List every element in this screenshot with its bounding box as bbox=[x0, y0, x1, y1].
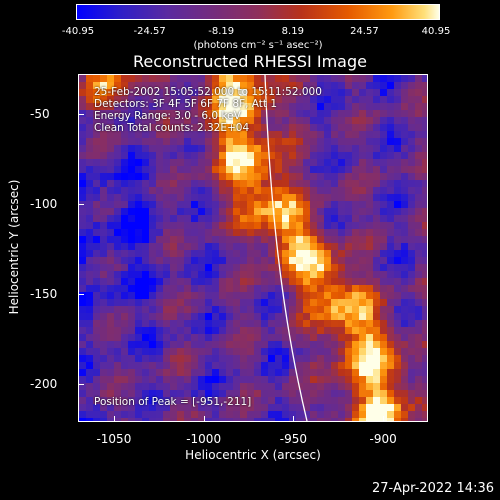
chart-title: Reconstructed RHESSI Image bbox=[133, 52, 367, 71]
x-tick-mark bbox=[293, 416, 295, 422]
x-tick-label: -1050 bbox=[96, 432, 132, 446]
x-tick-mark bbox=[113, 416, 115, 422]
heatmap-cells bbox=[79, 75, 427, 421]
colorbar-tick-label: -40.95 bbox=[61, 26, 95, 37]
heatmap-image bbox=[79, 75, 427, 421]
method-annotation: Clean Total counts: 2.32E+04 bbox=[94, 122, 250, 134]
y-tick-label: -150 bbox=[30, 286, 58, 301]
x-tick-mark bbox=[383, 416, 385, 422]
peak-annotation: Position of Peak = [-951,-211] bbox=[94, 396, 252, 408]
x-tick-label: -900 bbox=[369, 432, 397, 446]
colorbar-tick-label: -8.19 bbox=[208, 26, 235, 37]
x-tick-label: -950 bbox=[279, 432, 307, 446]
energy-annotation: Energy Range: 3.0 - 6.0 keV bbox=[94, 110, 241, 122]
colorbar-tick-label: 8.19 bbox=[281, 26, 304, 37]
timestamp: 27-Apr-2022 14:36 bbox=[372, 481, 494, 496]
colorbar-units: (photons cm⁻² s⁻¹ asec⁻²) bbox=[193, 40, 323, 51]
image-plot bbox=[78, 74, 428, 422]
x-tick-label: -1000 bbox=[186, 432, 222, 446]
colorbar-tick-label: 24.57 bbox=[350, 26, 379, 37]
x-axis-label: Heliocentric X (arcsec) bbox=[185, 448, 321, 462]
y-axis-label: Heliocentric Y (arcsec) bbox=[7, 179, 21, 315]
x-tick-mark bbox=[203, 416, 205, 422]
y-tick-label: -50 bbox=[30, 106, 50, 121]
y-tick-label: -100 bbox=[30, 196, 58, 211]
detectors-annotation: Detectors: 3F 4F 5F 6F 7F 8F, Att 1 bbox=[94, 98, 278, 110]
y-tick-mark bbox=[78, 203, 84, 205]
y-tick-mark bbox=[78, 113, 84, 115]
colorbar-tick-label: 40.95 bbox=[421, 26, 451, 37]
y-tick-mark bbox=[78, 384, 84, 386]
colorbar-tick-label: -24.57 bbox=[133, 26, 166, 37]
time-range-annotation: 25-Feb-2002 15:05:52.000 to 15:11:52.000 bbox=[94, 86, 322, 98]
solar-limb-line bbox=[264, 75, 308, 421]
y-tick-mark bbox=[78, 293, 84, 295]
colorbar bbox=[76, 4, 440, 20]
y-tick-label: -200 bbox=[30, 377, 58, 392]
